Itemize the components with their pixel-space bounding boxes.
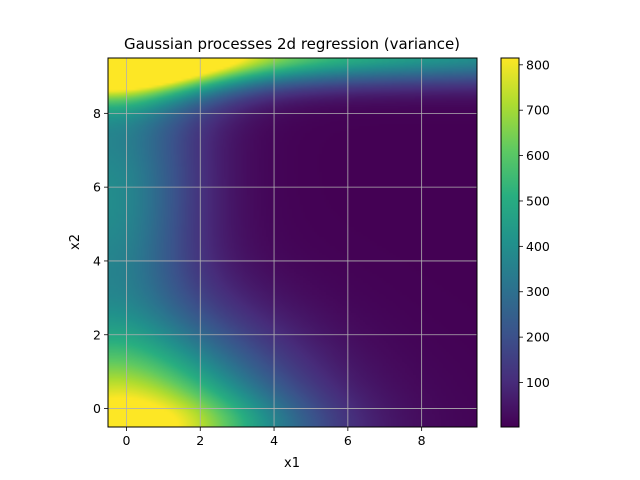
y-tick-label: 8 <box>93 106 101 121</box>
chart-title: Gaussian processes 2d regression (varian… <box>124 35 460 53</box>
colorbar-tick-label: 800 <box>526 57 550 72</box>
x-tick-label: 2 <box>196 433 204 448</box>
colorbar-tick-label: 100 <box>526 375 550 390</box>
plot-frame <box>107 57 478 428</box>
gridlines <box>108 58 477 427</box>
colorbar-frame <box>500 57 520 428</box>
x-tick-label: 4 <box>270 433 278 448</box>
colorbar-tick-label: 200 <box>526 330 550 345</box>
variance-heatmap <box>108 58 477 427</box>
y-tick-label: 6 <box>93 180 101 195</box>
colorbar-ticks: 100 200 300 400 500 600 700 800 <box>519 57 550 390</box>
colorbar-gradient <box>501 58 519 427</box>
x-tick-label: 0 <box>122 433 130 448</box>
y-tick-label: 0 <box>93 401 101 416</box>
colorbar-tick-label: 500 <box>526 193 550 208</box>
colorbar: 100 200 300 400 500 600 700 800 <box>500 57 550 428</box>
x-tick-label: 8 <box>418 433 426 448</box>
colorbar-tick-label: 300 <box>526 284 550 299</box>
colorbar-tick-label: 400 <box>526 239 550 254</box>
colorbar-tick-label: 600 <box>526 148 550 163</box>
x-axis-label: x1 <box>284 456 300 471</box>
heatmap-plot-area <box>107 57 478 428</box>
y-axis-ticks: 0 2 4 6 8 <box>93 106 108 416</box>
y-tick-label: 2 <box>93 327 101 342</box>
y-tick-label: 4 <box>93 253 101 268</box>
x-tick-label: 6 <box>344 433 352 448</box>
x-axis-ticks: 0 2 4 6 8 <box>122 427 426 448</box>
y-axis-label: x2 <box>68 234 83 250</box>
colorbar-tick-label: 700 <box>526 103 550 118</box>
